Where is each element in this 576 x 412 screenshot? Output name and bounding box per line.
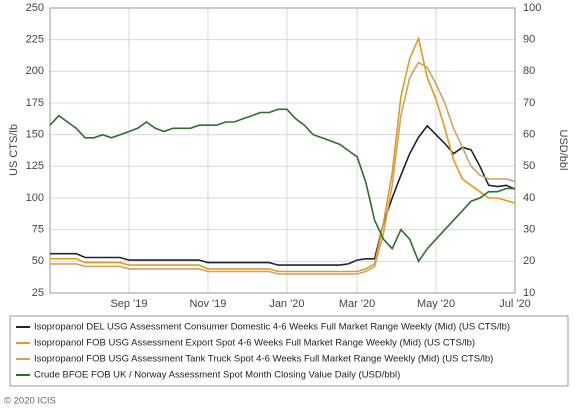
- footer: © 2020 ICIS: [4, 396, 56, 407]
- y2-axis-title: USD/bbl: [557, 130, 569, 171]
- y-tick-label: 225: [26, 34, 44, 46]
- legend-box: [9, 315, 569, 387]
- y-tick-label: 250: [26, 2, 44, 14]
- legend-label: Isopropanol FOB USG Assessment Export Sp…: [34, 338, 475, 349]
- y2-tick-label: 40: [523, 192, 535, 204]
- legend-label: Crude BFOE FOB UK / Norway Assessment Sp…: [34, 370, 400, 381]
- y-tick-label: 150: [26, 129, 44, 141]
- y2-tick-label: 50: [523, 160, 535, 172]
- x-tick-label: Nov '19: [189, 298, 226, 310]
- y-axis-title: US CTS/lb: [8, 124, 20, 176]
- series-line: [50, 124, 516, 266]
- y-tick-label: 125: [26, 160, 44, 172]
- y2-tick-label: 10: [523, 287, 535, 299]
- x-tick-label: Mar '20: [339, 298, 375, 310]
- x-tick-label: Jan '20: [269, 298, 304, 310]
- x-tick-label: Jul '20: [499, 298, 530, 310]
- y2-tick-label: 70: [523, 97, 535, 109]
- series-line: [50, 61, 516, 275]
- y-tick-label: 175: [26, 97, 44, 109]
- y-tick-label: 75: [32, 224, 44, 236]
- x-tick-label: May '20: [417, 298, 455, 310]
- legend-label: Isopropanol FOB USG Assessment Tank Truc…: [34, 354, 493, 365]
- y2-tick-label: 90: [523, 34, 535, 46]
- series-line: [49, 108, 515, 263]
- series-line: [50, 35, 516, 273]
- x-tick-label: Sep '19: [110, 298, 147, 310]
- y-tick-label: 50: [32, 255, 44, 267]
- y2-tick-label: 30: [523, 224, 535, 236]
- y-tick-label: 200: [26, 65, 44, 77]
- plot-frame: [49, 7, 516, 294]
- y2-tick-label: 100: [523, 2, 541, 14]
- y2-tick-label: 20: [523, 255, 535, 267]
- y-tick-label: 25: [32, 287, 44, 299]
- y2-tick-label: 60: [523, 129, 535, 141]
- legend-label: Isopropanol DEL USG Assessment Consumer …: [34, 322, 510, 333]
- y2-tick-label: 80: [523, 65, 535, 77]
- y-tick-label: 100: [26, 192, 44, 204]
